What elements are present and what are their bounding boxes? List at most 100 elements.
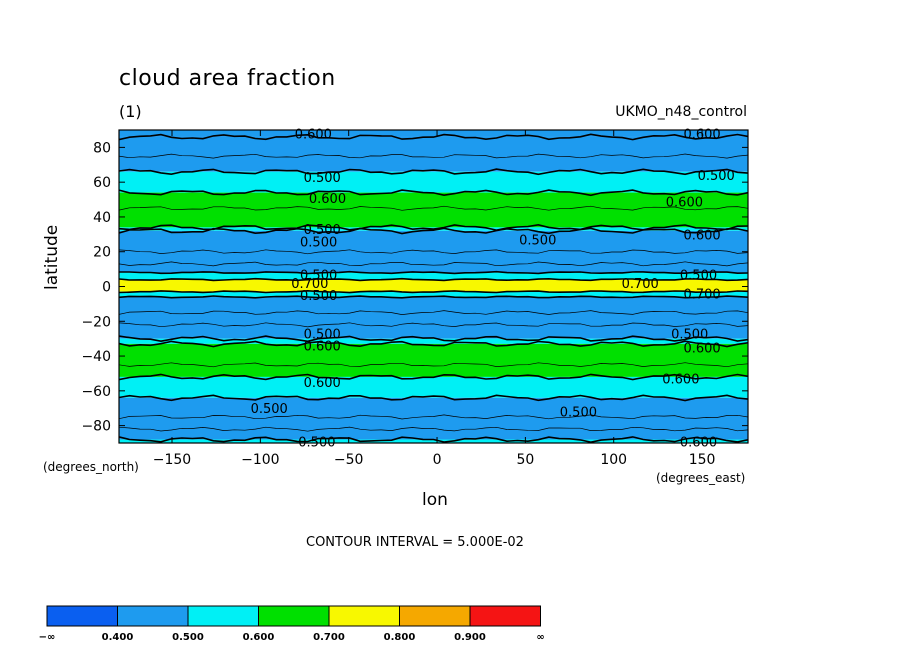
contour-value-label: 0.600 [683, 228, 720, 243]
band-fill [119, 397, 748, 440]
contour-value-label: 0.500 [519, 234, 556, 249]
legend-swatch [399, 605, 471, 627]
contour-line [119, 340, 748, 348]
x-tick-label: 150 [689, 452, 716, 468]
y-tick-label: 40 [93, 210, 111, 226]
y-tick-label: −60 [81, 384, 111, 400]
contour-value-label: 0.500 [304, 171, 341, 186]
color-legend: −∞ 0.400 0.500 0.600 0.700 0.800 0.900 ∞ [39, 605, 545, 643]
contour-line [119, 436, 748, 443]
legend-label: −∞ [39, 632, 56, 643]
contour-line [119, 277, 748, 282]
x-tick-label: −50 [334, 452, 364, 468]
y-tick-label: −40 [81, 349, 111, 365]
contour-value-label: 0.500 [680, 268, 717, 283]
contour-value-label: 0.500 [304, 327, 341, 342]
contour-value-label: 0.500 [560, 406, 597, 421]
band-fill [119, 338, 748, 344]
contour-line-minor [119, 322, 748, 328]
contour-value-label: 0.600 [304, 340, 341, 355]
y-axis-ticks: 80 60 40 20 0 −20 −40 −60 −80 [81, 140, 748, 435]
legend-swatch [258, 605, 330, 627]
legend-label: 0.800 [384, 632, 416, 643]
y-tick-label: −20 [81, 314, 111, 330]
legend-label: 0.700 [313, 632, 345, 643]
legend-swatch [117, 605, 189, 627]
x-tick-label: −100 [241, 452, 279, 468]
y-tick-label: 20 [93, 245, 111, 261]
y-tick-label: −80 [81, 419, 111, 435]
legend-swatch [328, 605, 400, 627]
contour-line [119, 133, 748, 141]
contour-line-minor [119, 153, 748, 159]
x-axis-label: lon [422, 490, 448, 510]
x-axis-units: (degrees_east) [656, 471, 746, 485]
contour-interval-note: CONTOUR INTERVAL = 5.000E-02 [306, 535, 524, 550]
band-fill [119, 279, 748, 292]
chart-subtitle: (1) [119, 102, 142, 121]
band-fill [119, 272, 748, 280]
band-fill [119, 171, 748, 193]
contour-value-label: 0.500 [300, 289, 337, 304]
contour-value-label: 0.500 [300, 235, 337, 250]
contour-value-label: 0.600 [662, 373, 699, 388]
legend-label: 0.500 [172, 632, 204, 643]
band-fill [119, 296, 748, 339]
contour-value-label: 0.700 [683, 287, 720, 302]
contour-value-label: 0.500 [304, 223, 341, 238]
run-name: UKMO_n48_control [615, 104, 747, 120]
contour-value-label: 0.500 [300, 268, 337, 283]
band-fill [119, 343, 748, 377]
band-fill [119, 376, 748, 398]
legend-swatch [187, 605, 259, 627]
y-axis-units: (degrees_north) [43, 460, 139, 474]
contour-value-label: 0.500 [698, 169, 735, 184]
contour-value-label: 0.600 [295, 127, 332, 142]
band-fill [119, 130, 748, 137]
contour-value-label: 0.600 [304, 376, 341, 391]
legend-swatch [469, 605, 541, 627]
legend-label: ∞ [536, 632, 544, 643]
contour-line [119, 394, 748, 402]
x-tick-label: 100 [600, 452, 627, 468]
contour-line-minor [119, 310, 748, 315]
contour-line-minor [119, 205, 748, 211]
legend-label: 0.400 [102, 632, 134, 643]
x-axis-ticks: −150 −100 −50 0 50 100 150 [153, 130, 716, 468]
contour-line [119, 295, 748, 299]
contour-line [119, 168, 748, 176]
legend-label: 0.900 [454, 632, 486, 643]
y-tick-label: 60 [93, 175, 111, 191]
contour-line [119, 335, 748, 343]
x-tick-label: −150 [153, 452, 191, 468]
contour-line-layer [119, 133, 748, 443]
contour-value-label: 0.600 [309, 192, 346, 207]
contour-line-minor [119, 362, 748, 368]
legend-swatch [46, 605, 118, 627]
contour-value-label: 0.600 [666, 195, 703, 210]
band-fill [119, 230, 748, 273]
y-tick-label: 0 [102, 280, 111, 296]
contour-value-label: 0.600 [683, 341, 720, 356]
contour-line [119, 270, 748, 275]
contour-line [119, 189, 748, 197]
contour-line-minor [119, 249, 748, 255]
legend-label: 0.600 [243, 632, 275, 643]
contour-value-label: 0.500 [671, 327, 708, 342]
y-tick-label: 80 [93, 140, 111, 156]
band-fill [119, 192, 748, 228]
x-tick-label: 0 [433, 452, 442, 468]
contour-line [119, 227, 748, 235]
contour-line-minor [119, 261, 748, 267]
band-fill [119, 136, 748, 172]
contour-line [119, 289, 748, 294]
band-fill [119, 439, 748, 443]
contour-line [119, 373, 748, 381]
contour-value-label: 0.700 [291, 277, 328, 292]
contour-value-label: 0.700 [622, 277, 659, 292]
band-fill [119, 291, 748, 297]
contour-fill-layer [119, 130, 748, 443]
x-tick-label: 50 [516, 452, 534, 468]
